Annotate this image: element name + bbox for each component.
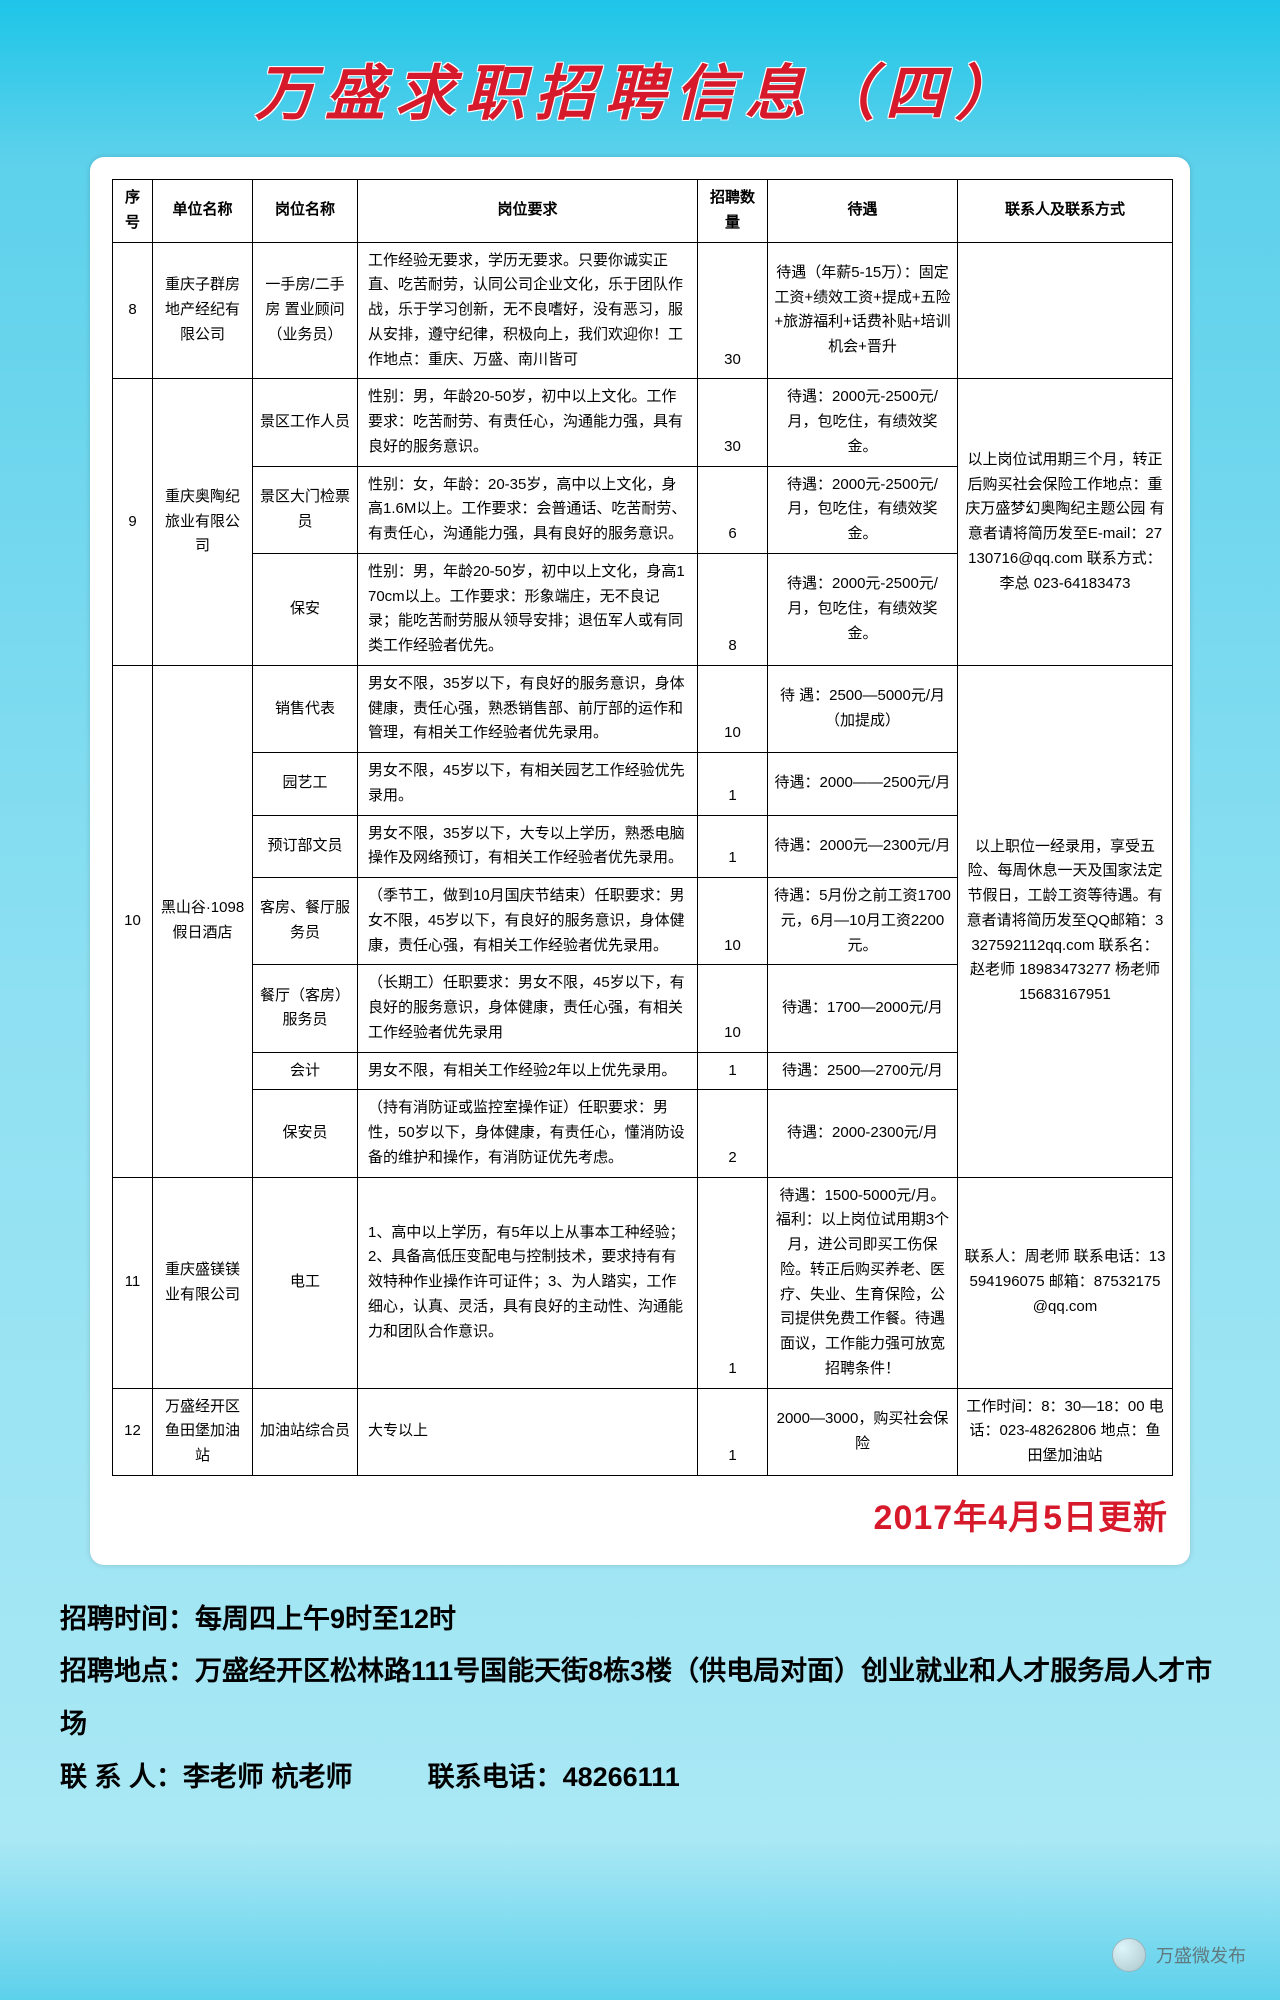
watermark-text: 万盛微发布 — [1156, 1942, 1246, 1968]
table-cell: 2000—3000，购买社会保险 — [768, 1388, 958, 1475]
table-cell: 男女不限，35岁以下，大专以上学历，熟悉电脑操作及网络预订，有相关工作经验者优先… — [358, 815, 698, 878]
table-cell: （长期工）任职要求：男女不限，45岁以下，有良好的服务意识，身体健康，责任心强，… — [358, 965, 698, 1052]
table-cell: 10 — [698, 665, 768, 752]
table-cell: 待遇（年薪5-15万）：固定工资+绩效工资+提成+五险+旅游福利+话费补贴+培训… — [768, 242, 958, 379]
watermark: 万盛微发布 — [1112, 1938, 1246, 1972]
th-company: 单位名称 — [153, 180, 253, 243]
table-cell: 待遇：2000-2300元/月 — [768, 1090, 958, 1177]
footer-addr: 招聘地点：万盛经开区松林路111号国能天街8栋3楼（供电局对面）创业就业和人才服… — [60, 1645, 1220, 1750]
footer-time-label: 招聘时间： — [60, 1593, 195, 1646]
table-row: 10黑山谷·1098假日酒店销售代表男女不限，35岁以下，有良好的服务意识，身体… — [113, 665, 1173, 752]
footer-contact: 联 系 人：李老师 杭老师 联系电话：48266111 — [60, 1751, 1220, 1804]
table-cell: 1 — [698, 1177, 768, 1388]
table-cell: 景区大门检票员 — [253, 466, 358, 553]
table-header-row: 序号 单位名称 岗位名称 岗位要求 招聘数量 待遇 联系人及联系方式 — [113, 180, 1173, 243]
th-position: 岗位名称 — [253, 180, 358, 243]
footer: 招聘时间：每周四上午9时至12时 招聘地点：万盛经开区松林路111号国能天街8栋… — [60, 1593, 1220, 1804]
table-cell: 2 — [698, 1090, 768, 1177]
table-cell: 会计 — [253, 1052, 358, 1090]
table-cell: 待遇：2000——2500元/月 — [768, 753, 958, 816]
table-cell: 6 — [698, 466, 768, 553]
table-cell: 1 — [698, 1388, 768, 1475]
table-cell: 以上岗位试用期三个月，转正后购买社会保险工作地点：重庆万盛梦幻奥陶纪主题公园 有… — [958, 379, 1173, 666]
table-cell: 黑山谷·1098假日酒店 — [153, 665, 253, 1177]
table-cell: 男女不限，35岁以下，有良好的服务意识，身体健康，责任心强，熟悉销售部、前厅部的… — [358, 665, 698, 752]
table-cell: 重庆奥陶纪旅业有限公司 — [153, 379, 253, 666]
table-cell: 电工 — [253, 1177, 358, 1388]
table-cell: 10 — [698, 965, 768, 1052]
table-cell: 重庆盛镁镁业有限公司 — [153, 1177, 253, 1388]
table-cell: 工作经验无要求，学历无要求。只要你诚实正直、吃苦耐劳，认同公司企业文化，乐于团队… — [358, 242, 698, 379]
job-table: 序号 单位名称 岗位名称 岗位要求 招聘数量 待遇 联系人及联系方式 8重庆子群… — [112, 179, 1173, 1476]
table-cell: 餐厅（客房）服务员 — [253, 965, 358, 1052]
table-row: 8重庆子群房地产经纪有限公司一手房/二手房 置业顾问（业务员）工作经验无要求，学… — [113, 242, 1173, 379]
table-cell: 待遇：2000元-2500元/月，包吃住，有绩效奖金。 — [768, 379, 958, 466]
table-cell: 30 — [698, 379, 768, 466]
table-cell: 以上职位一经录用，享受五险、每周休息一天及国家法定节假日，工龄工资等待遇。有意者… — [958, 665, 1173, 1177]
th-salary: 待遇 — [768, 180, 958, 243]
table-cell: 1 — [698, 1052, 768, 1090]
table-row: 9重庆奥陶纪旅业有限公司景区工作人员性别：男，年龄20-50岁，初中以上文化。工… — [113, 379, 1173, 466]
watermark-logo-icon — [1112, 1938, 1146, 1972]
footer-tel-label: 联系电话： — [428, 1751, 563, 1804]
table-cell: 11 — [113, 1177, 153, 1388]
table-cell: 客房、餐厅服务员 — [253, 878, 358, 965]
table-cell: 保安 — [253, 553, 358, 665]
table-cell: 待遇：1500-5000元/月。福利：以上岗位试用期3个月，进公司即买工伤保险。… — [768, 1177, 958, 1388]
table-cell: 8 — [698, 553, 768, 665]
table-row: 12万盛经开区鱼田堡加油站加油站综合员大专以上12000—3000，购买社会保险… — [113, 1388, 1173, 1475]
th-contact: 联系人及联系方式 — [958, 180, 1173, 243]
footer-time-value: 每周四上午9时至12时 — [195, 1604, 456, 1634]
table-cell: 1 — [698, 753, 768, 816]
table-cell: 性别：男，年龄20-50岁，初中以上文化，身高170cm以上。工作要求：形象端庄… — [358, 553, 698, 665]
table-cell: 景区工作人员 — [253, 379, 358, 466]
table-cell: 重庆子群房地产经纪有限公司 — [153, 242, 253, 379]
table-cell: 30 — [698, 242, 768, 379]
th-idx: 序号 — [113, 180, 153, 243]
table-cell: 待遇：5月份之前工资1700元，6月—10月工资2200元。 — [768, 878, 958, 965]
table-cell: 9 — [113, 379, 153, 666]
table-cell: 1、高中以上学历，有5年以上从事本工种经验；2、具备高低压变配电与控制技术，要求… — [358, 1177, 698, 1388]
table-cell: 预订部文员 — [253, 815, 358, 878]
table-cell: 园艺工 — [253, 753, 358, 816]
table-cell: 工作时间：8：30—18：00 电话：023-48262806 地点：鱼田堡加油… — [958, 1388, 1173, 1475]
table-cell — [958, 242, 1173, 379]
table-cell: 待 遇：2500—5000元/月（加提成） — [768, 665, 958, 752]
table-cell: 性别：男，年龄20-50岁，初中以上文化。工作要求：吃苦耐劳、有责任心，沟通能力… — [358, 379, 698, 466]
table-cell: 10 — [113, 665, 153, 1177]
info-card: 序号 单位名称 岗位名称 岗位要求 招聘数量 待遇 联系人及联系方式 8重庆子群… — [90, 157, 1190, 1565]
table-cell: 男女不限，有相关工作经验2年以上优先录用。 — [358, 1052, 698, 1090]
table-cell: 1 — [698, 815, 768, 878]
table-cell: （持有消防证或监控室操作证）任职要求：男性，50岁以下，身体健康，有责任心，懂消… — [358, 1090, 698, 1177]
table-cell: 联系人：周老师 联系电话：13594196075 邮箱：87532175@qq.… — [958, 1177, 1173, 1388]
table-cell: 待遇：1700—2000元/月 — [768, 965, 958, 1052]
table-row: 11重庆盛镁镁业有限公司电工1、高中以上学历，有5年以上从事本工种经验；2、具备… — [113, 1177, 1173, 1388]
table-cell: 8 — [113, 242, 153, 379]
table-cell: 10 — [698, 878, 768, 965]
table-cell: 待遇：2000元-2500元/月，包吃住，有绩效奖金。 — [768, 553, 958, 665]
footer-contact-value: 李老师 杭老师 — [183, 1762, 353, 1792]
update-date: 2017年4月5日更新 — [112, 1490, 1168, 1539]
table-cell: 保安员 — [253, 1090, 358, 1177]
table-cell: 待遇：2000元—2300元/月 — [768, 815, 958, 878]
table-cell: （季节工，做到10月国庆节结束）任职要求：男女不限，45岁以下，有良好的服务意识… — [358, 878, 698, 965]
table-cell: 大专以上 — [358, 1388, 698, 1475]
table-cell: 销售代表 — [253, 665, 358, 752]
table-cell: 一手房/二手房 置业顾问（业务员） — [253, 242, 358, 379]
table-cell: 待遇：2500—2700元/月 — [768, 1052, 958, 1090]
page-title: 万盛求职招聘信息（四） — [0, 0, 1280, 157]
footer-time: 招聘时间：每周四上午9时至12时 — [60, 1593, 1220, 1646]
th-count: 招聘数量 — [698, 180, 768, 243]
footer-addr-value: 万盛经开区松林路111号国能天街8栋3楼（供电局对面）创业就业和人才服务局人才市… — [60, 1656, 1212, 1739]
footer-tel-value: 48266111 — [563, 1762, 680, 1792]
table-cell: 男女不限，45岁以下，有相关园艺工作经验优先录用。 — [358, 753, 698, 816]
footer-addr-label: 招聘地点： — [60, 1645, 195, 1698]
table-cell: 万盛经开区鱼田堡加油站 — [153, 1388, 253, 1475]
table-cell: 性别：女，年龄：20-35岁，高中以上文化，身高1.6M以上。工作要求：会普通话… — [358, 466, 698, 553]
table-cell: 待遇：2000元-2500元/月，包吃住，有绩效奖金。 — [768, 466, 958, 553]
table-cell: 12 — [113, 1388, 153, 1475]
th-requirement: 岗位要求 — [358, 180, 698, 243]
table-cell: 加油站综合员 — [253, 1388, 358, 1475]
footer-contact-label: 联 系 人： — [60, 1751, 183, 1804]
